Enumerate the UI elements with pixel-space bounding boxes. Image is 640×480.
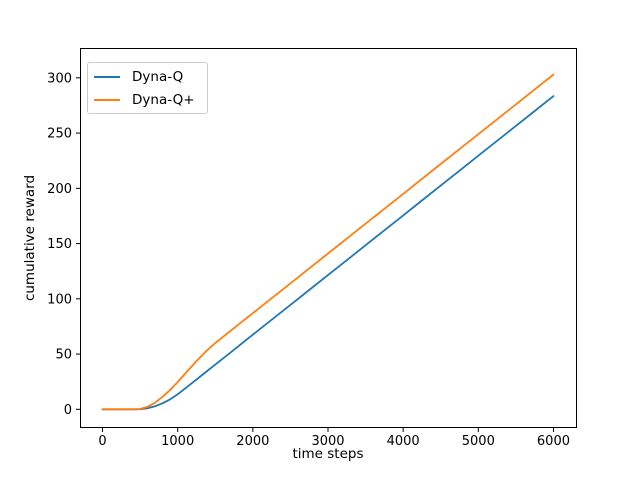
legend-label-dyna-q-plus: Dyna-Q+ (132, 91, 195, 108)
legend: Dyna-Q Dyna-Q+ (87, 62, 208, 114)
x-tick-label: 1000 (161, 434, 194, 449)
y-tick-label: 300 (47, 71, 72, 86)
x-tick-label: 6000 (537, 434, 570, 449)
legend-item-dyna-q: Dyna-Q (94, 67, 195, 86)
y-tick-label: 250 (47, 127, 72, 142)
series-line-dyna-q-plus (101, 73, 555, 411)
x-tick-label: 3000 (311, 434, 344, 449)
legend-line-sample-dyna-q (94, 75, 120, 78)
x-tick-label: 4000 (387, 434, 420, 449)
legend-label-dyna-q: Dyna-Q (132, 68, 184, 85)
x-tick-label: 0 (98, 434, 106, 449)
y-tick-label: 100 (47, 292, 72, 307)
x-tick-label: 2000 (236, 434, 269, 449)
y-tick-label: 0 (64, 403, 72, 418)
x-tick-label: 5000 (462, 434, 495, 449)
y-tick-label: 150 (47, 237, 72, 252)
y-axis-label: cumulative reward (22, 174, 38, 302)
legend-line-sample-dyna-q-plus (94, 98, 120, 101)
x-axis-label: time steps (292, 446, 364, 462)
y-tick-label: 50 (55, 348, 72, 363)
plot-border (80, 48, 577, 428)
legend-item-dyna-q-plus: Dyna-Q+ (94, 90, 195, 109)
y-tick-label: 200 (47, 182, 72, 197)
